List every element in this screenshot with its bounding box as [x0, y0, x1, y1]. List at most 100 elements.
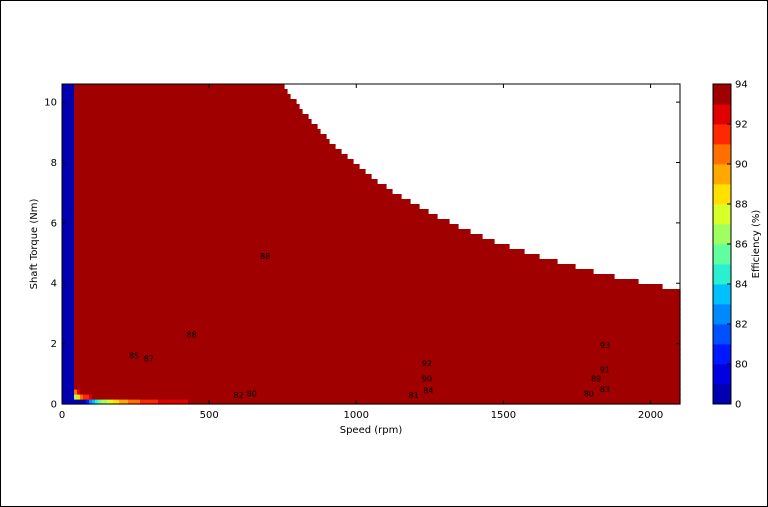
contour-cell — [170, 124, 174, 130]
contour-cell — [146, 89, 150, 95]
contour-cell — [95, 324, 99, 330]
contour-cell — [128, 244, 132, 250]
contour-cell — [197, 319, 201, 325]
contour-cell — [194, 204, 198, 210]
contour-cell — [158, 344, 162, 350]
contour-cell — [170, 139, 174, 145]
contour-cell — [233, 94, 237, 100]
contour-cell — [188, 314, 192, 320]
contour-cell — [92, 274, 96, 280]
contour-cell — [191, 174, 195, 180]
contour-cell — [185, 184, 189, 190]
contour-cell — [206, 234, 210, 240]
contour-cell — [86, 369, 90, 375]
contour-cell — [194, 339, 198, 345]
contour-cell — [143, 99, 147, 105]
contour-cell — [131, 104, 135, 110]
contour-cell — [236, 154, 240, 160]
contour-cell — [227, 224, 231, 230]
contour-cell — [134, 84, 138, 90]
contour-cell — [62, 179, 66, 185]
contour-cell — [218, 199, 222, 205]
contour-cell — [224, 314, 228, 320]
contour-cell — [80, 219, 84, 225]
contour-cell — [110, 264, 114, 270]
contour-cell — [71, 339, 75, 345]
contour-cell — [137, 234, 141, 240]
contour-cell — [140, 369, 144, 375]
contour-cell — [236, 319, 240, 325]
contour-cell — [86, 199, 90, 205]
contour-cell — [215, 129, 219, 135]
contour-cell — [74, 369, 78, 375]
contour-cell — [176, 179, 180, 185]
contour-cell — [134, 144, 138, 150]
contour-cell — [167, 114, 171, 120]
contour-cell — [83, 244, 87, 250]
contour-cell — [125, 164, 129, 170]
contour-cell — [164, 189, 168, 195]
contour-cell — [65, 104, 69, 110]
contour-cell — [128, 339, 132, 345]
contour-cell — [122, 324, 126, 330]
contour-cell — [98, 169, 102, 175]
contour-cell — [125, 314, 129, 320]
contour-cell — [227, 364, 231, 370]
contour-cell — [113, 279, 117, 285]
contour-cell — [131, 309, 135, 315]
contour-cell — [83, 199, 87, 205]
contour-cell — [215, 234, 219, 240]
contour-cell — [89, 364, 93, 370]
contour-cell — [92, 94, 96, 100]
contour-cell — [62, 254, 66, 260]
contour-cell — [170, 129, 174, 135]
contour-cell — [224, 349, 228, 355]
contour-cell — [173, 294, 177, 300]
contour-cell — [182, 289, 186, 295]
contour-cell — [194, 359, 198, 365]
contour-cell — [89, 84, 93, 90]
contour-cell — [152, 284, 156, 290]
contour-cell — [197, 254, 201, 260]
contour-cell — [74, 344, 78, 350]
contour-cell — [230, 249, 234, 255]
contour-cell — [173, 129, 177, 135]
contour-cell — [230, 324, 234, 330]
contour-cell — [221, 374, 225, 380]
contour-cell — [200, 234, 204, 240]
contour-cell — [86, 169, 90, 175]
contour-cell — [230, 254, 234, 260]
contour-cell — [65, 379, 69, 385]
contour-cell — [71, 129, 75, 135]
contour-cell — [224, 279, 228, 285]
contour-cell — [152, 149, 156, 155]
contour-cell — [116, 329, 120, 335]
contour-cell — [92, 229, 96, 235]
contour-cell — [212, 204, 216, 210]
contour-cell — [236, 249, 240, 255]
contour-cell — [155, 194, 159, 200]
contour-cell — [101, 339, 105, 345]
contour-cell — [122, 169, 126, 175]
contour-cell — [83, 259, 87, 265]
contour-cell — [131, 269, 135, 275]
contour-cell — [86, 109, 90, 115]
contour-cell — [101, 274, 105, 280]
contour-cell — [116, 349, 120, 355]
contour-cell — [188, 269, 192, 275]
contour-cell — [173, 84, 177, 90]
contour-cell — [179, 324, 183, 330]
contour-cell — [188, 159, 192, 165]
contour-cell — [224, 369, 228, 375]
contour-cell — [134, 204, 138, 210]
contour-cell — [68, 234, 72, 240]
contour-cell — [221, 354, 225, 360]
contour-cell — [170, 389, 174, 395]
contour-cell — [224, 239, 228, 245]
contour-cell — [62, 144, 66, 150]
contour-cell — [95, 329, 99, 335]
contour-cell — [185, 304, 189, 310]
contour-cell — [104, 299, 108, 305]
contour-cell — [137, 214, 141, 220]
contour-cell — [128, 369, 132, 375]
